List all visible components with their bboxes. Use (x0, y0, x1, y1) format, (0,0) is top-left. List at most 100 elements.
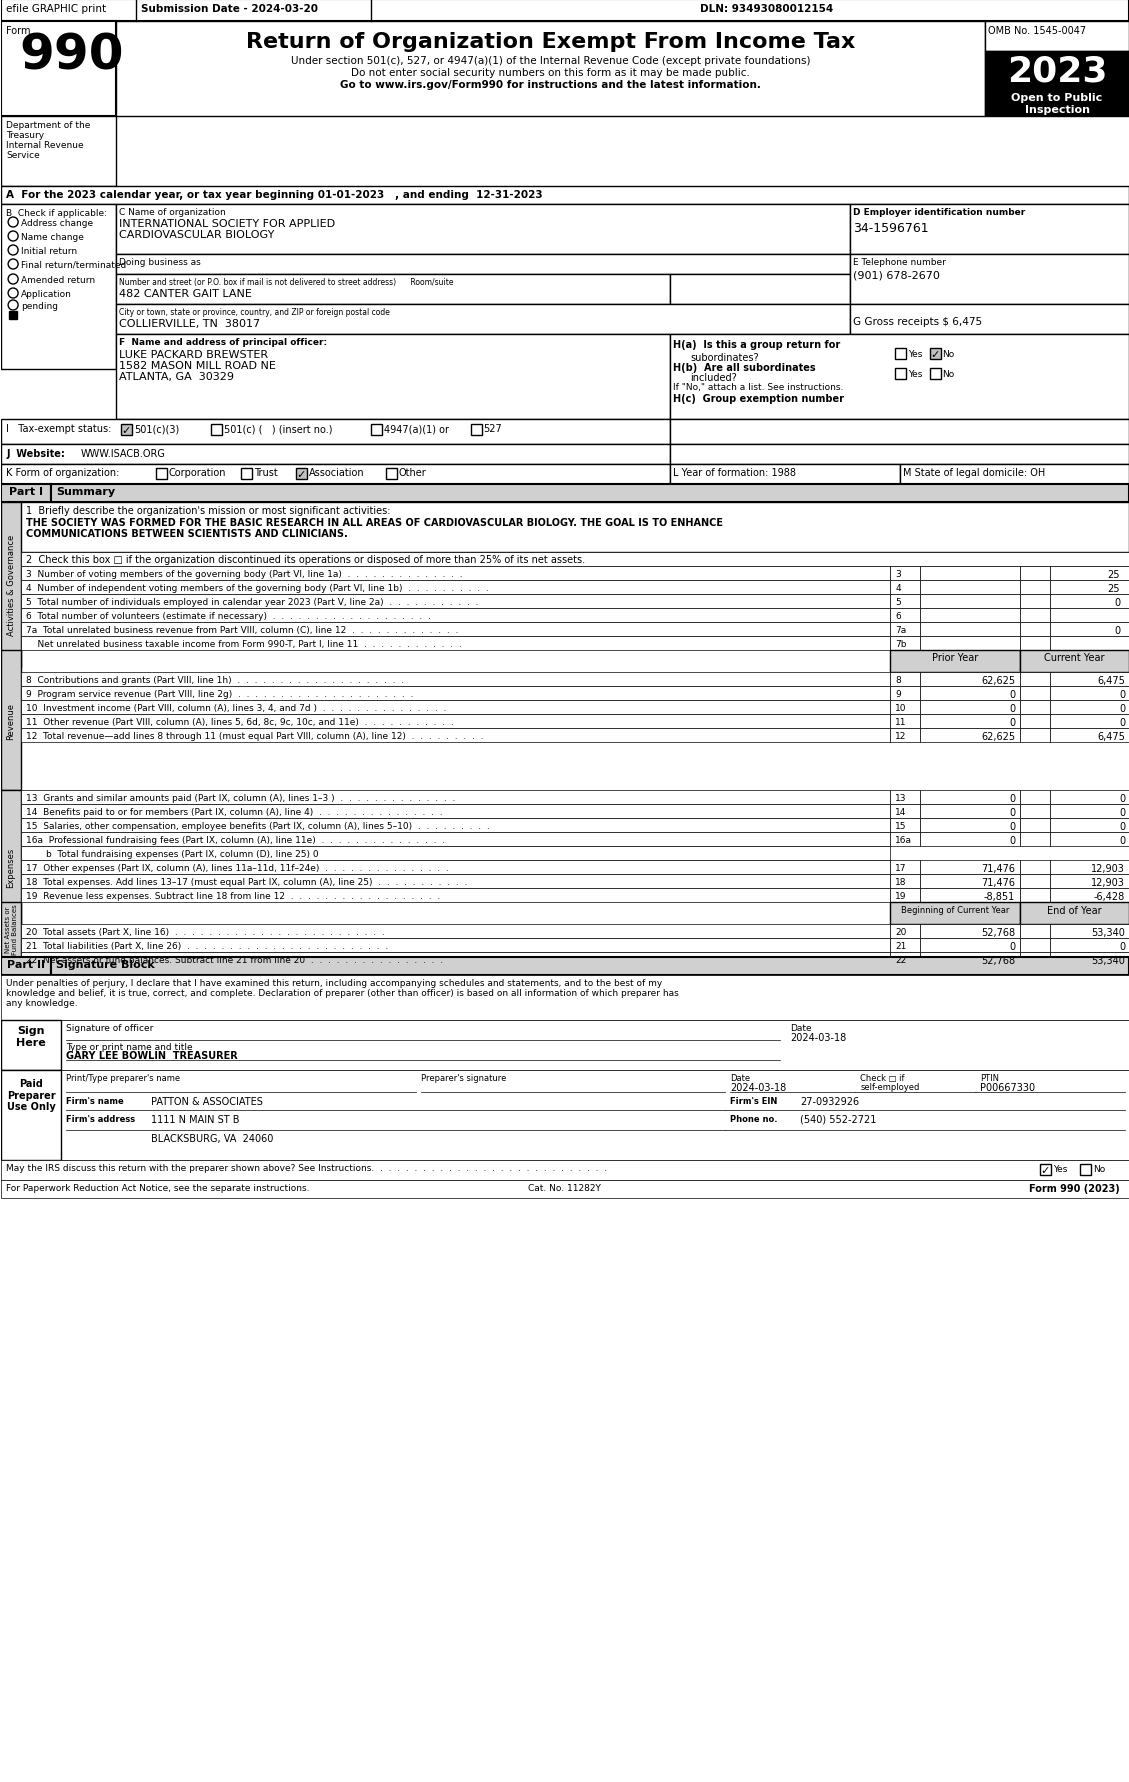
Bar (1021, 581, 1050, 595)
Text: 9  Program service revenue (Part VIII, line 2g)  .  .  .  .  .  .  .  .  .  .  .: 9 Program service revenue (Part VIII, li… (26, 690, 413, 699)
Bar (1, 902, 21, 957)
Text: pending: pending (21, 301, 58, 310)
Text: 25: 25 (1108, 570, 1120, 579)
Text: PTIN: PTIN (980, 1073, 999, 1082)
Text: Form 990 (2023): Form 990 (2023) (1030, 1183, 1120, 1194)
Text: included?: included? (691, 372, 737, 383)
Bar (920, 636, 1021, 650)
Bar (1, 465, 671, 485)
Text: 18: 18 (895, 877, 907, 886)
Text: ATLANTA, GA  30329: ATLANTA, GA 30329 (119, 372, 234, 381)
Text: 527: 527 (483, 424, 502, 433)
Text: 8: 8 (895, 675, 901, 684)
Text: 0: 0 (1119, 941, 1124, 952)
Text: 62,625: 62,625 (981, 675, 1015, 686)
Bar (891, 686, 920, 700)
Bar (1050, 595, 1129, 609)
Bar (1050, 622, 1129, 636)
Bar (920, 875, 1021, 889)
Bar (21, 889, 891, 902)
Text: Association: Association (309, 467, 365, 478)
Bar (1, 187, 1129, 205)
Text: 22: 22 (895, 955, 907, 964)
Text: 2  Check this box □ if the organization discontinued its operations or disposed : 2 Check this box □ if the organization d… (26, 554, 585, 565)
Bar (1021, 875, 1050, 889)
Text: 7b: 7b (895, 640, 907, 649)
Text: 10: 10 (895, 704, 907, 713)
Text: Signature of officer: Signature of officer (67, 1023, 154, 1032)
Bar (21, 622, 891, 636)
Text: L Year of formation: 1988: L Year of formation: 1988 (674, 467, 796, 478)
Bar (1021, 672, 1050, 686)
Bar (1021, 595, 1050, 609)
Text: End of Year: End of Year (1047, 905, 1102, 916)
Bar (891, 715, 920, 729)
Text: Service: Service (6, 151, 40, 160)
Text: Department of the: Department of the (6, 121, 90, 130)
Bar (986, 52, 1129, 89)
Text: Firm's EIN: Firm's EIN (730, 1096, 778, 1105)
Bar (121, 424, 132, 437)
Text: 19: 19 (895, 891, 907, 900)
Bar (920, 791, 1021, 804)
Bar (671, 274, 850, 305)
Bar (920, 595, 1021, 609)
Text: Date: Date (790, 1023, 812, 1032)
Text: THE SOCIETY WAS FORMED FOR THE BASIC RESEARCH IN ALL AREAS OF CARDIOVASCULAR BIO: THE SOCIETY WAS FORMED FOR THE BASIC RES… (26, 519, 723, 527)
Bar (850, 305, 1129, 335)
Text: Number and street (or P.O. box if mail is not delivered to street address)      : Number and street (or P.O. box if mail i… (119, 278, 454, 287)
Text: 2023: 2023 (1007, 53, 1108, 87)
Text: Firm's address: Firm's address (67, 1114, 135, 1123)
Text: For Paperwork Reduction Act Notice, see the separate instructions.: For Paperwork Reduction Act Notice, see … (6, 1183, 309, 1192)
Text: G Gross receipts $ 6,475: G Gross receipts $ 6,475 (854, 317, 982, 326)
Text: P00667330: P00667330 (980, 1082, 1035, 1092)
Circle shape (8, 232, 18, 242)
Bar (920, 686, 1021, 700)
Text: ✓: ✓ (296, 470, 305, 479)
Bar (986, 89, 1129, 118)
Bar (21, 818, 891, 832)
Text: Revenue: Revenue (7, 702, 16, 740)
Bar (920, 581, 1021, 595)
Bar (920, 818, 1021, 832)
Bar (21, 861, 891, 875)
Text: 53,340: 53,340 (1091, 955, 1124, 966)
Text: 501(c) (   ) (insert no.): 501(c) ( ) (insert no.) (224, 424, 332, 433)
Text: Submission Date - 2024-03-20: Submission Date - 2024-03-20 (141, 4, 318, 14)
Bar (370, 424, 382, 437)
Bar (891, 700, 920, 715)
Bar (671, 335, 1129, 421)
Text: -8,851: -8,851 (983, 891, 1015, 902)
Text: 6,475: 6,475 (1097, 732, 1124, 741)
Bar (240, 469, 252, 479)
Text: Preparer's signature: Preparer's signature (421, 1073, 506, 1082)
Bar (891, 832, 920, 846)
Bar (891, 875, 920, 889)
Text: H(c)  Group exemption number: H(c) Group exemption number (674, 394, 844, 405)
Circle shape (8, 301, 18, 310)
Bar (920, 609, 1021, 622)
Text: 0: 0 (1119, 718, 1124, 727)
Bar (21, 925, 891, 939)
Bar (1, 1021, 61, 1071)
Bar (891, 622, 920, 636)
Text: 8  Contributions and grants (Part VIII, line 1h)  .  .  .  .  .  .  .  .  .  .  : 8 Contributions and grants (Part VIII, l… (26, 675, 404, 684)
Bar (671, 421, 1129, 446)
Text: subordinates?: subordinates? (691, 353, 759, 364)
Bar (850, 255, 1129, 305)
Text: 15  Salaries, other compensation, employee benefits (Part IX, column (A), lines : 15 Salaries, other compensation, employe… (26, 822, 490, 830)
Bar (1050, 889, 1129, 902)
Text: 0: 0 (1009, 836, 1015, 845)
Text: Activities & Governance: Activities & Governance (7, 535, 16, 634)
Text: 0: 0 (1119, 807, 1124, 818)
Text: 11  Other revenue (Part VIII, column (A), lines 5, 6d, 8c, 9c, 10c, and 11e)  . : 11 Other revenue (Part VIII, column (A),… (26, 718, 454, 727)
Text: Check □ if: Check □ if (860, 1073, 904, 1082)
Text: Application: Application (21, 290, 72, 299)
Text: 3: 3 (895, 570, 901, 579)
Text: Date: Date (730, 1073, 751, 1082)
Text: COLLIERVILLE, TN  38017: COLLIERVILLE, TN 38017 (119, 319, 260, 330)
Bar (1021, 818, 1050, 832)
Text: Current Year: Current Year (1044, 652, 1104, 663)
Text: 17: 17 (895, 864, 907, 873)
Bar (21, 715, 891, 729)
